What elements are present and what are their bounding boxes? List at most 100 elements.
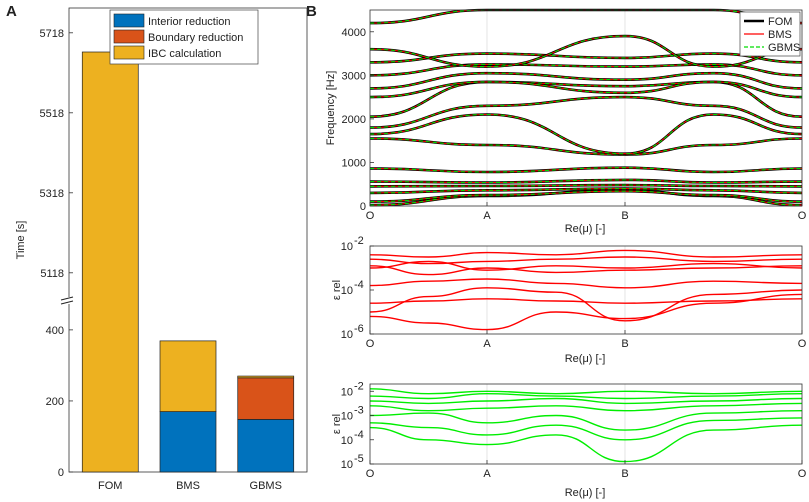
band-gbms: [369, 184, 803, 187]
ytick-label: 5518: [40, 108, 64, 120]
ytick-exponent: -6: [354, 323, 364, 335]
error-curve: [369, 397, 803, 405]
ytick-label: 0: [58, 467, 64, 479]
panel-label-a: A: [6, 3, 17, 20]
error-curve: [369, 265, 803, 276]
band-bms: [369, 35, 803, 68]
bms-error-xlabel: Re(μ) [-]: [565, 353, 606, 365]
ytick-label: 10: [341, 435, 353, 447]
xtick-label: A: [483, 338, 491, 350]
legend-swatch: [113, 29, 145, 44]
ytick-label: 10: [341, 285, 353, 297]
error-curve: [369, 278, 803, 289]
gbms-error-frame: [369, 383, 803, 465]
xtick-label: O: [366, 468, 375, 480]
ytick-label: 1000: [342, 157, 366, 169]
xtick-label: B: [621, 468, 628, 480]
band-gbms: [369, 81, 803, 118]
bar-fom-ibc: [81, 51, 139, 473]
ytick-label: 10: [341, 329, 353, 341]
dispersion-frame: [369, 9, 803, 207]
bms-error-frame: [369, 245, 803, 335]
ylabel-text: ε rel: [331, 280, 343, 300]
xtick-label: A: [483, 468, 491, 480]
band-gbms: [369, 72, 803, 89]
error-curve: [369, 260, 803, 271]
bar-gbms-interior: [237, 419, 295, 473]
ytick-label: 10: [341, 459, 353, 471]
error-curve: [369, 410, 803, 431]
ytick-exponent: -2: [354, 235, 364, 247]
bms-error-ylabel: ε rel: [331, 280, 343, 300]
bar-bms-interior: [159, 411, 217, 473]
ytick-label: 10: [341, 241, 353, 253]
xtick-label: O: [798, 468, 807, 480]
legend-swatch: [113, 45, 145, 60]
gbms-error-panel: O A B O10-210-310-410-5 Re(μ) [-] ε rel: [331, 380, 807, 499]
legend-entry: FOM: [768, 16, 792, 28]
band-fom: [369, 137, 803, 156]
ytick-exponent: -2: [354, 380, 364, 392]
gbms-error-ylabel: ε rel: [331, 414, 343, 434]
legend-entry: IBC calculation: [148, 48, 221, 60]
band-gbms: [369, 190, 803, 203]
xtick-label: FOM: [98, 480, 122, 492]
bar-chart-panel: Time [s] FOM BMS GBMS 0 200 400 5118 5318 5518 57…: [15, 7, 308, 492]
band-gbms: [369, 63, 803, 76]
gbms-error-xlabel: Re(μ) [-]: [565, 487, 606, 499]
axis-break-mark: [60, 300, 74, 305]
error-curve: [369, 256, 803, 265]
error-curve: [369, 417, 803, 441]
legend-entry: Interior reduction: [148, 16, 231, 28]
xtick-label: O: [798, 338, 807, 350]
band-gbms: [369, 167, 803, 173]
error-curve: [369, 402, 803, 412]
bar-bms-ibc: [159, 340, 217, 412]
ytick-label: 5718: [40, 28, 64, 40]
ytick-label: 10: [341, 411, 353, 423]
band-gbms: [369, 188, 803, 194]
bar-chart-ylabel: Time [s]: [15, 221, 27, 260]
band-gbms: [369, 53, 803, 63]
ytick-exponent: -4: [354, 429, 364, 441]
xtick-label: BMS: [176, 480, 200, 492]
ytick-label: 400: [46, 325, 64, 337]
legend-entry: GBMS: [768, 42, 800, 54]
ytick-label: 3000: [342, 70, 366, 82]
ytick-label: 10: [341, 386, 353, 398]
band-gbms: [369, 113, 803, 155]
xtick-label: B: [621, 338, 628, 350]
error-curve: [369, 249, 803, 258]
ytick-label: 5318: [40, 188, 64, 200]
legend-entry: Boundary reduction: [148, 32, 243, 44]
ytick-exponent: -5: [354, 453, 364, 465]
bar-chart-legend: Interior reduction Boundary reduction IBC …: [109, 9, 259, 65]
ytick-label: 2000: [342, 114, 366, 126]
band-bms: [369, 9, 803, 24]
bar-gbms-ibc: [237, 375, 295, 379]
error-curve: [369, 392, 803, 400]
ytick-label: 5118: [40, 268, 64, 280]
error-curve: [369, 293, 803, 331]
xtick-label: O: [798, 210, 807, 222]
error-curve: [369, 424, 803, 463]
xtick-label: O: [366, 338, 375, 350]
xtick-label: B: [621, 210, 628, 222]
error-curve: [369, 298, 803, 304]
legend-swatch: [113, 13, 145, 28]
bms-error-panel: O A B O10-210-410-6 Re(μ) [-] ε rel: [331, 235, 807, 365]
bar-gbms-boundary: [237, 377, 295, 420]
xtick-label: GBMS: [250, 480, 282, 492]
band-gbms: [369, 35, 803, 68]
ytick-exponent: -4: [354, 279, 364, 291]
panel-label-b: B: [306, 3, 317, 20]
error-curve: [369, 388, 803, 395]
dispersion-xlabel: Re(μ) [-]: [565, 223, 606, 235]
legend-entry: BMS: [768, 29, 792, 41]
ytick-exponent: -3: [354, 405, 364, 417]
ytick-label: 4000: [342, 27, 366, 39]
band-gbms: [369, 179, 803, 184]
